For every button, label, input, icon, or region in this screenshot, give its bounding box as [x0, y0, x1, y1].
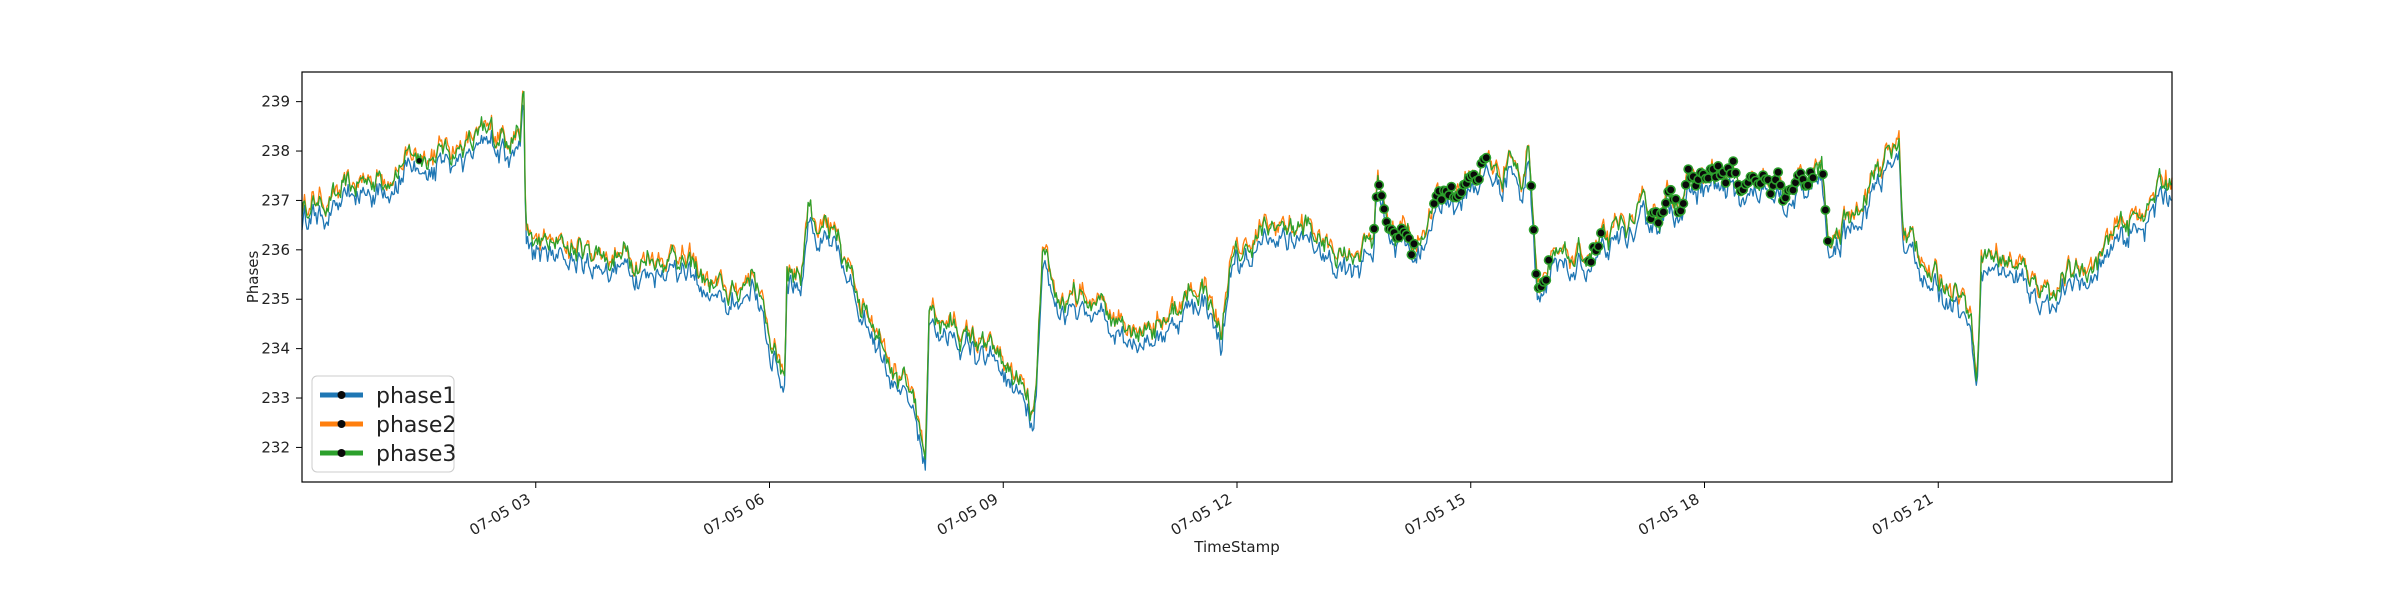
legend: phase1 phase2 phase3	[311, 375, 456, 473]
highlight-point	[1596, 228, 1607, 239]
plot-frame	[301, 71, 2173, 483]
highlight-point	[1728, 156, 1739, 167]
highlight-point	[1406, 249, 1417, 260]
series-line-phase2	[301, 90, 2173, 457]
highlight-point	[1678, 198, 1689, 209]
highlight-point	[1653, 217, 1664, 228]
highlight-point	[1665, 184, 1676, 195]
y-tick-label: 233	[261, 389, 290, 407]
x-axis: 07-05 03 07-05 06 07-05 09 07-05 12 07-05 15…	[466, 482, 1939, 539]
y-tick-label: 235	[261, 290, 290, 308]
y-tick-label: 234	[261, 340, 290, 358]
x-tick-label: 07-05 21	[1869, 490, 1936, 539]
highlight-point	[1541, 275, 1552, 286]
highlight-point	[1528, 224, 1539, 235]
highlight-point	[415, 156, 424, 165]
highlight-point	[1808, 172, 1819, 183]
highlight-point	[1481, 152, 1492, 163]
y-tick-label: 232	[261, 438, 290, 456]
highlight-point	[1531, 268, 1542, 279]
highlight-point	[1526, 180, 1537, 191]
highlight-point	[1586, 257, 1597, 268]
highlight-point	[1543, 255, 1554, 266]
legend-marker-icon	[337, 420, 346, 428]
highlight-point	[1822, 236, 1833, 247]
highlight-point	[1436, 194, 1447, 205]
highlight-point	[1765, 188, 1776, 199]
x-tick-label: 07-05 12	[1168, 490, 1235, 539]
highlight-point	[1730, 167, 1741, 178]
highlight-point	[1817, 169, 1828, 180]
legend-label-phase3: phase3	[376, 442, 456, 467]
series-line-phase1	[301, 104, 2173, 471]
legend-label-phase2: phase2	[376, 413, 456, 438]
x-tick-label: 07-05 15	[1401, 490, 1468, 539]
marker-layer	[415, 152, 1833, 293]
y-tick-label: 237	[261, 191, 290, 209]
highlight-point	[1658, 207, 1669, 218]
highlight-point	[1683, 164, 1694, 175]
highlight-point	[1473, 174, 1484, 185]
x-tick-label: 07-05 03	[466, 490, 533, 539]
series-line-phase3	[301, 90, 2173, 460]
x-tick-label: 07-05 06	[700, 490, 767, 539]
y-axis-label: Phases	[244, 251, 262, 304]
highlight-point	[1409, 238, 1420, 249]
highlight-point	[1446, 181, 1457, 192]
y-tick-label: 239	[261, 93, 290, 111]
highlight-point	[1775, 180, 1786, 191]
x-tick-label: 07-05 18	[1635, 490, 1702, 539]
series-layer	[301, 90, 2173, 471]
highlight-point	[1720, 177, 1731, 188]
y-axis: 232 233 234 235 236 237 238 239	[261, 93, 302, 456]
highlight-point	[1680, 179, 1691, 190]
highlight-point	[1713, 161, 1724, 172]
highlight-point	[1803, 180, 1814, 191]
highlight-point	[1593, 241, 1604, 252]
y-tick-label: 238	[261, 142, 290, 160]
highlight-point	[1376, 190, 1387, 201]
legend-label-phase1: phase1	[376, 384, 456, 409]
legend-marker-icon	[337, 391, 346, 399]
x-tick-label: 07-05 09	[934, 490, 1001, 539]
highlight-point	[1773, 167, 1784, 178]
legend-box	[311, 375, 455, 473]
x-axis-label: TimeStamp	[1193, 538, 1279, 556]
highlight-point	[1379, 204, 1390, 215]
y-tick-label: 236	[261, 241, 290, 259]
highlight-point	[1374, 180, 1385, 191]
legend-marker-icon	[337, 449, 346, 457]
highlight-point	[1670, 194, 1681, 205]
highlight-point	[1369, 223, 1380, 234]
highlight-point	[1820, 205, 1831, 216]
